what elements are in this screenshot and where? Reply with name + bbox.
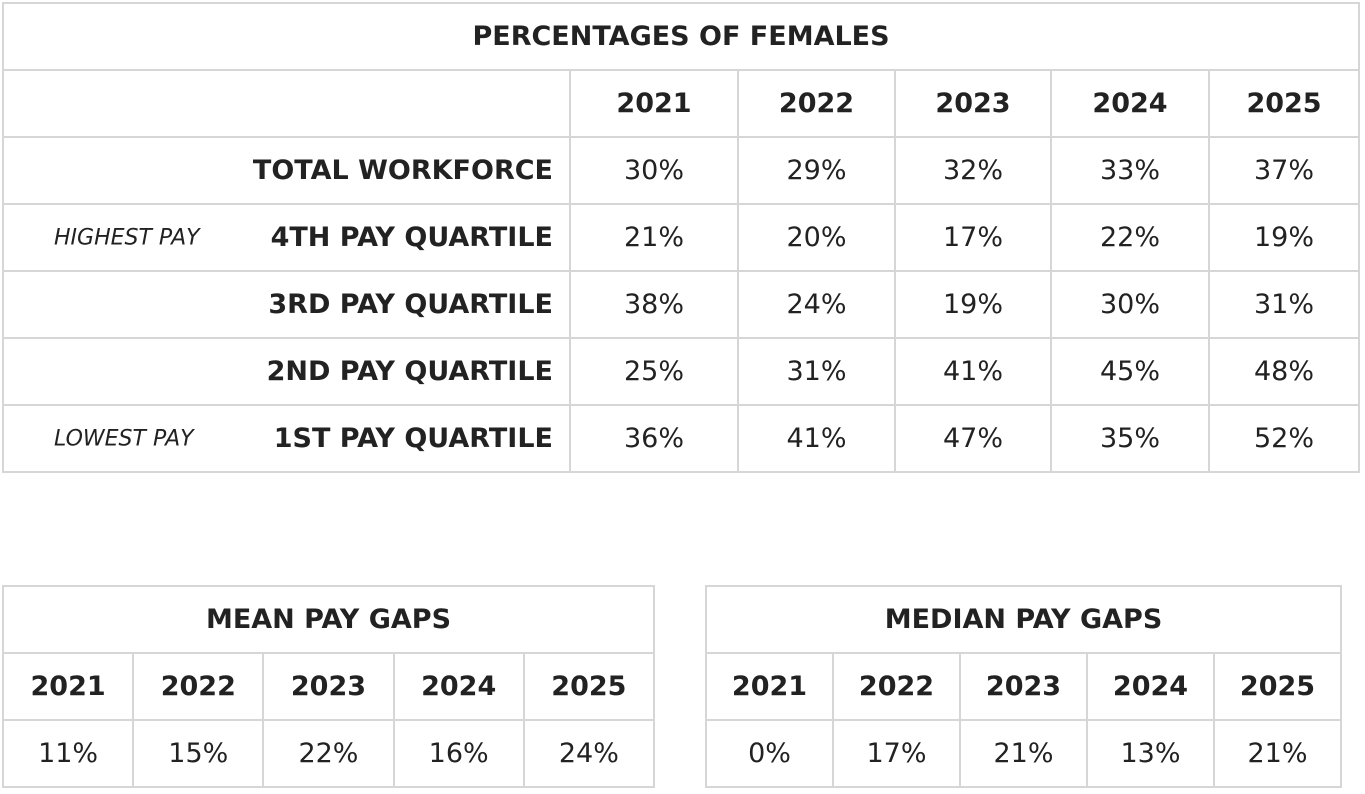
value-cell: 0%: [705, 719, 834, 788]
value-cell: 21%: [1213, 719, 1342, 788]
year-header: 2023: [959, 652, 1088, 721]
mean-pay-gaps-table: MEAN PAY GAPS 2021 2022 2023 2024 2025 11% 15…: [1, 585, 656, 788]
value-cell: 47%: [894, 404, 1052, 473]
value-cell: 17%: [894, 203, 1052, 272]
value-cell: 25%: [569, 337, 739, 406]
value-cell: 24%: [522, 719, 656, 788]
value-cell: 45%: [1050, 337, 1210, 406]
value-cell: 22%: [1050, 203, 1210, 272]
year-header: 2024: [1050, 69, 1210, 138]
value-cell: 20%: [737, 203, 896, 272]
year-header: 2023: [262, 652, 395, 721]
value-cell: 48%: [1207, 337, 1361, 406]
table-title: PERCENTAGES OF FEMALES: [1, 2, 1361, 71]
pay-level-note: HIGHEST PAY: [54, 225, 200, 250]
table-title: MEDIAN PAY GAPS: [705, 585, 1342, 654]
value-cell: 41%: [737, 404, 896, 473]
year-header: 2021: [1, 652, 135, 721]
value-cell: 30%: [569, 136, 739, 205]
value-cell: 41%: [894, 337, 1052, 406]
row-label-text: 1ST PAY QUARTILE: [273, 423, 553, 454]
value-cell: 32%: [894, 136, 1052, 205]
value-cell: 29%: [737, 136, 896, 205]
row-label: HIGHEST PAY 4TH PAY QUARTILE: [2, 203, 571, 272]
table-row: HIGHEST PAY 4TH PAY QUARTILE 21% 20% 17% 22% 1…: [2, 203, 1361, 272]
value-cell: 13%: [1086, 719, 1215, 788]
table-row: 11% 15% 22% 16% 24%: [1, 719, 656, 788]
value-cell: 31%: [737, 337, 896, 406]
value-cell: 37%: [1207, 136, 1361, 205]
table-row: TOTAL WORKFORCE 30% 29% 32% 33% 37%: [2, 136, 1361, 205]
value-cell: 19%: [894, 270, 1052, 339]
empty-header-cell: [2, 69, 571, 138]
value-cell: 11%: [1, 719, 135, 788]
header-row: 2021 2022 2023 2024 2025: [705, 652, 1342, 721]
value-cell: 16%: [392, 719, 525, 788]
row-label-text: 4TH PAY QUARTILE: [270, 222, 553, 253]
females-percentage-table: PERCENTAGES OF FEMALES 2021 2022 2023 2024 2…: [1, 2, 1361, 473]
value-cell: 19%: [1207, 203, 1361, 272]
value-cell: 30%: [1050, 270, 1210, 339]
table-row: LOWEST PAY 1ST PAY QUARTILE 36% 41% 47% 35% 52…: [2, 404, 1361, 473]
value-cell: 31%: [1207, 270, 1361, 339]
median-pay-gaps-table: MEDIAN PAY GAPS 2021 2022 2023 2024 2025 0% 1…: [705, 585, 1342, 788]
table-title: MEAN PAY GAPS: [2, 585, 655, 654]
year-header: 2021: [705, 652, 834, 721]
value-cell: 24%: [737, 270, 896, 339]
pay-level-note: LOWEST PAY: [54, 426, 194, 451]
row-label: 3RD PAY QUARTILE: [2, 270, 571, 339]
year-header: 2022: [132, 652, 265, 721]
table-row: 0% 17% 21% 13% 21%: [705, 719, 1342, 788]
year-header: 2022: [832, 652, 961, 721]
row-label-text: 2ND PAY QUARTILE: [266, 356, 553, 387]
value-cell: 15%: [132, 719, 265, 788]
value-cell: 38%: [569, 270, 739, 339]
table-row: 2ND PAY QUARTILE 25% 31% 41% 45% 48%: [2, 337, 1361, 406]
header-row: 2021 2022 2023 2024 2025: [1, 652, 656, 721]
value-cell: 52%: [1207, 404, 1361, 473]
value-cell: 21%: [959, 719, 1088, 788]
row-label-text: TOTAL WORKFORCE: [252, 155, 553, 186]
year-header: 2025: [1207, 69, 1361, 138]
year-header: 2025: [1213, 652, 1342, 721]
value-cell: 35%: [1050, 404, 1210, 473]
row-label-text: 3RD PAY QUARTILE: [268, 289, 553, 320]
table-row: 3RD PAY QUARTILE 38% 24% 19% 30% 31%: [2, 270, 1361, 339]
year-header: 2021: [569, 69, 739, 138]
row-label: TOTAL WORKFORCE: [2, 136, 571, 205]
year-header: 2024: [392, 652, 525, 721]
header-row: 2021 2022 2023 2024 2025: [2, 69, 1361, 138]
year-header: 2024: [1086, 652, 1215, 721]
year-header: 2023: [894, 69, 1052, 138]
value-cell: 17%: [832, 719, 961, 788]
year-header: 2025: [522, 652, 656, 721]
row-label: 2ND PAY QUARTILE: [2, 337, 571, 406]
value-cell: 21%: [569, 203, 739, 272]
value-cell: 33%: [1050, 136, 1210, 205]
value-cell: 22%: [262, 719, 395, 788]
year-header: 2022: [737, 69, 896, 138]
row-label: LOWEST PAY 1ST PAY QUARTILE: [2, 404, 571, 473]
value-cell: 36%: [569, 404, 739, 473]
